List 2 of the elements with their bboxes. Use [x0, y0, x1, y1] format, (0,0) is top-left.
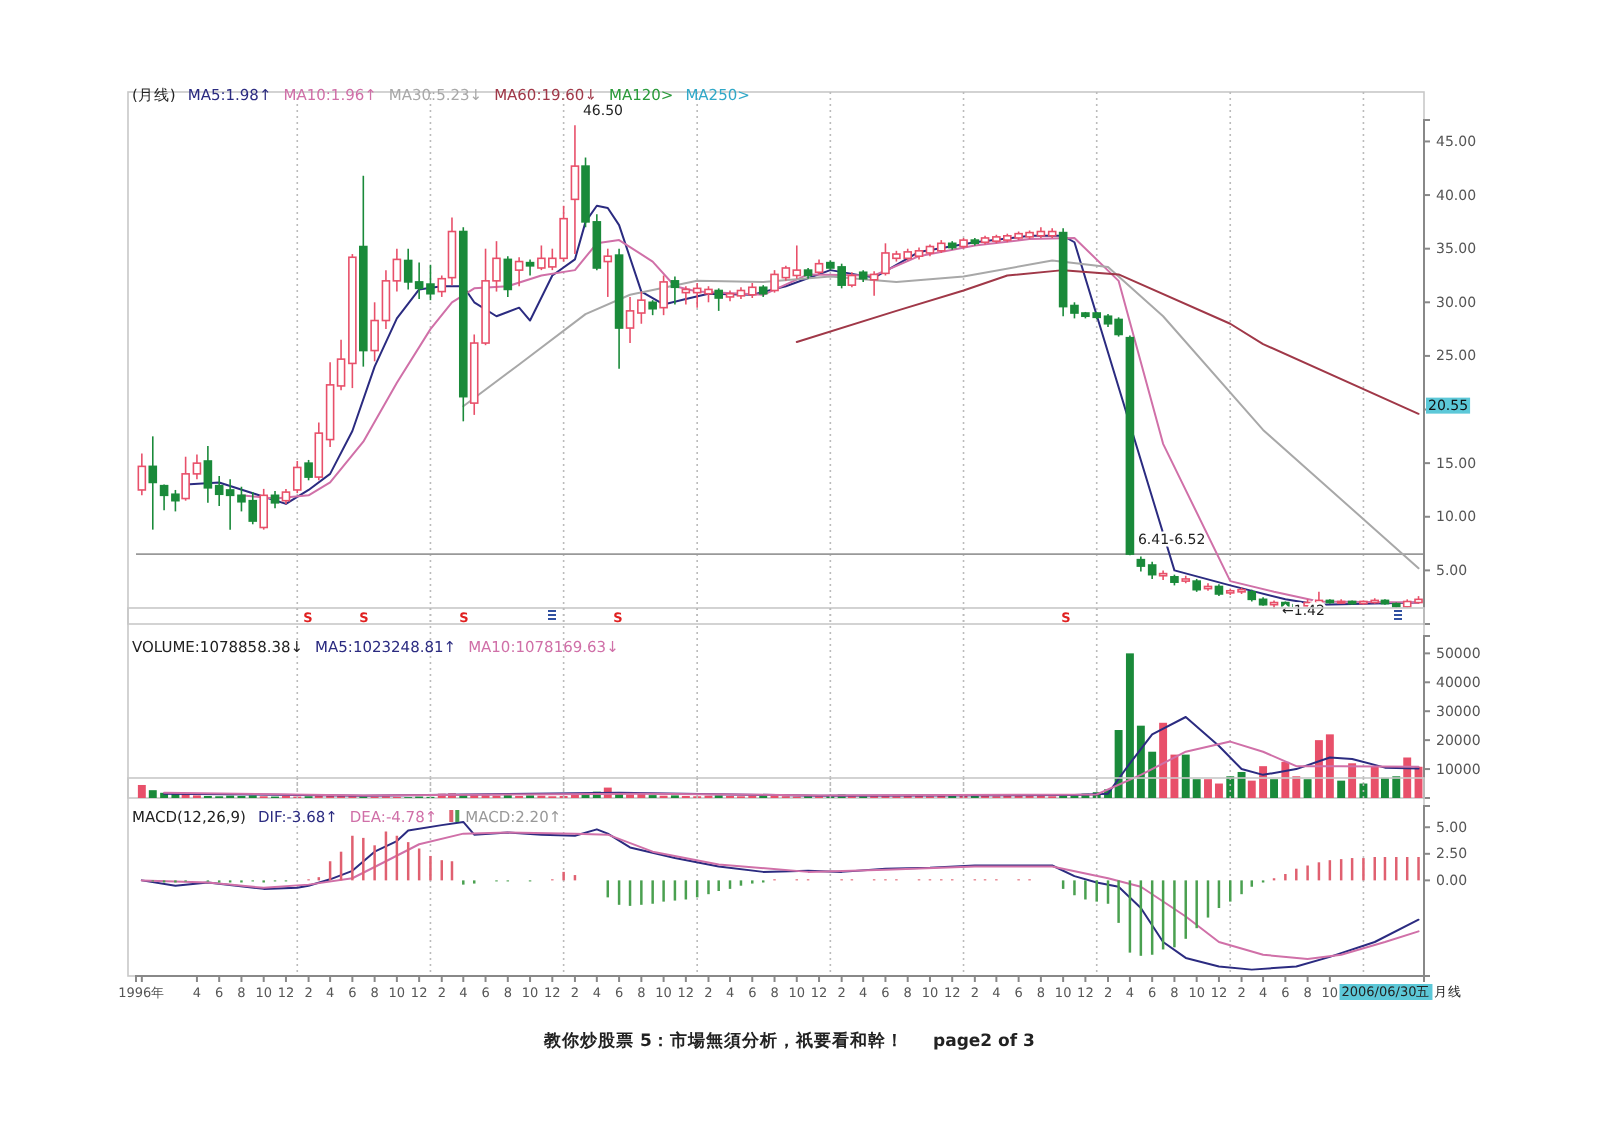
text: 教你炒股票 5：市場無須分析，祇要看和幹！ [542, 1030, 904, 1052]
text: page2 of 3 [933, 1032, 1036, 1052]
